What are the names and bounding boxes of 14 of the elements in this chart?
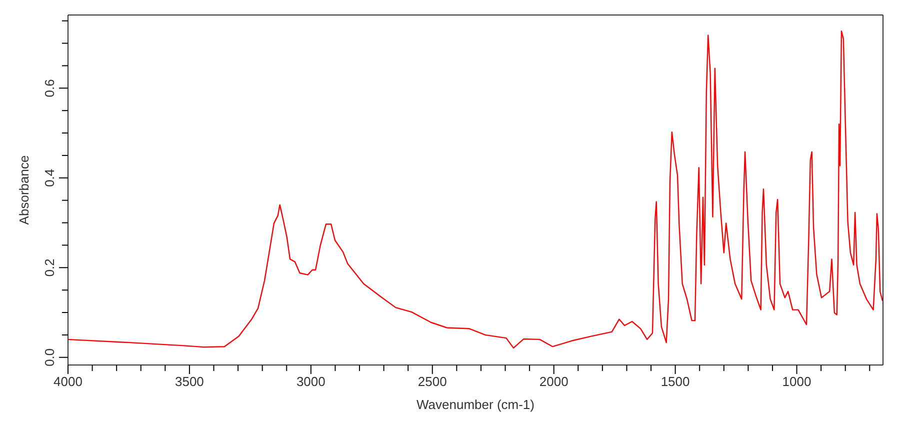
x-tick-label: 4000 [54,374,82,389]
line-series [68,30,883,349]
y-tick-label: 0.0 [42,348,57,366]
y-tick-label: 0.6 [42,79,57,98]
x-tick-label: 2500 [418,374,447,389]
y-axis-title: Absorbance [16,155,32,225]
y-tick-label: 0.2 [42,258,57,277]
x-tick-label: 2000 [539,374,568,389]
y-tick-label: 0.4 [42,168,57,187]
x-tick-label: 3000 [296,374,326,389]
x-tick-label: 1000 [782,374,812,389]
x-tick-label: 1500 [660,374,690,389]
x-tick-label: 3500 [175,374,204,389]
x-axis-title: Wavenumber (cm-1) [416,397,534,412]
